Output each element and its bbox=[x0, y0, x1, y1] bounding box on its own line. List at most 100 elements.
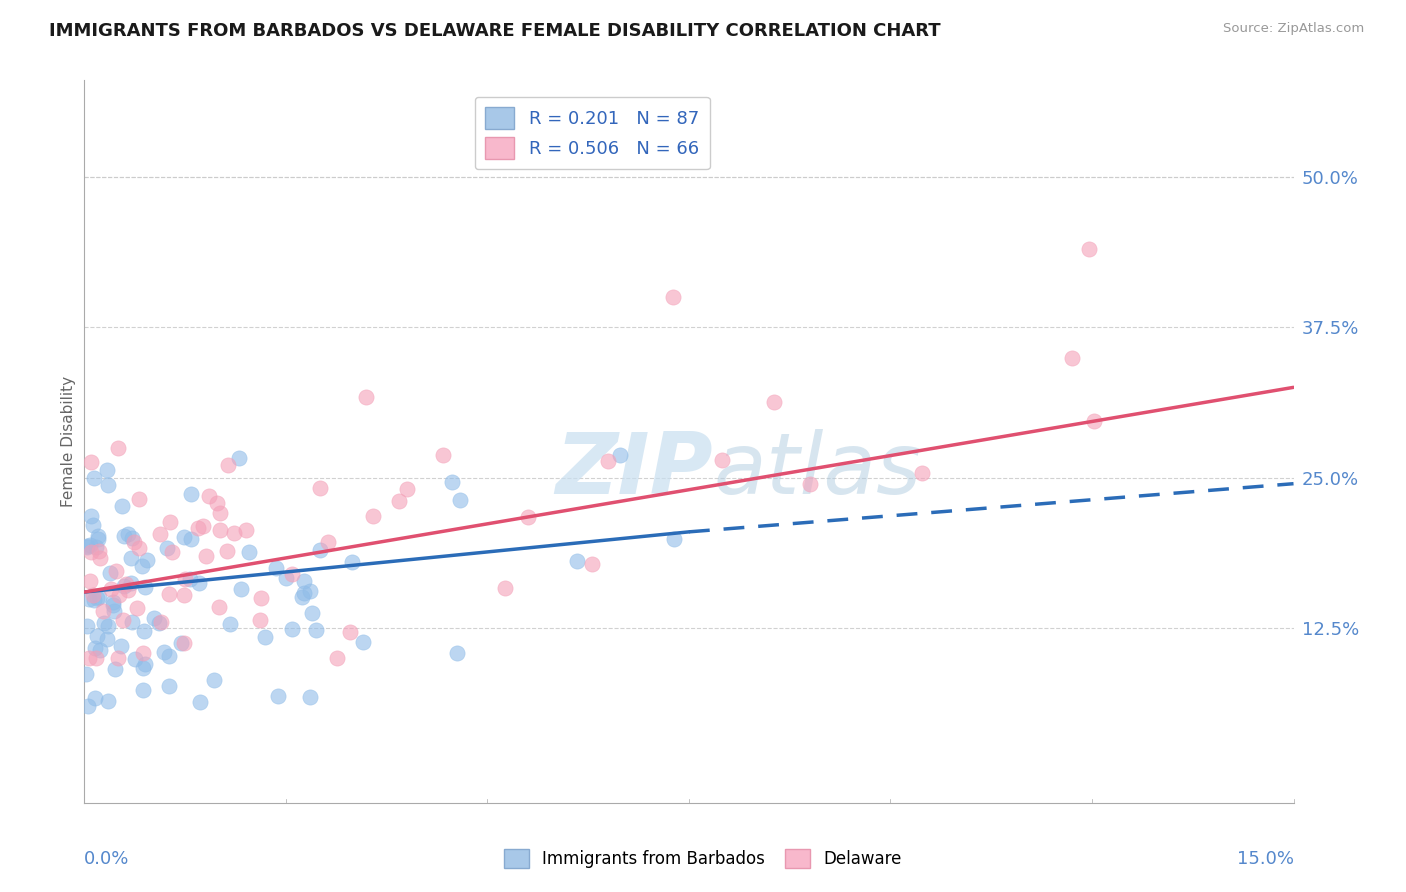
Point bbox=[86, 541, 108, 555]
Point bbox=[352, 634, 374, 648]
Point bbox=[86, 629, 108, 643]
Point bbox=[135, 553, 157, 567]
Point bbox=[111, 500, 134, 514]
Point bbox=[446, 646, 468, 660]
Point bbox=[305, 623, 328, 637]
Point bbox=[281, 622, 304, 636]
Point bbox=[128, 492, 150, 507]
Point bbox=[662, 532, 685, 546]
Point bbox=[440, 475, 463, 490]
Point bbox=[75, 667, 97, 681]
Point bbox=[89, 642, 111, 657]
Point bbox=[100, 582, 122, 596]
Point bbox=[84, 651, 107, 665]
Point bbox=[1083, 414, 1105, 428]
Point bbox=[98, 566, 121, 581]
Point bbox=[1062, 351, 1084, 366]
Point bbox=[124, 651, 146, 665]
Point bbox=[197, 489, 219, 503]
Point bbox=[361, 508, 384, 523]
Point bbox=[264, 560, 287, 574]
Point bbox=[432, 448, 454, 462]
Point bbox=[207, 496, 229, 510]
Point bbox=[89, 551, 111, 566]
Point bbox=[107, 441, 129, 455]
Point bbox=[97, 694, 120, 708]
Point bbox=[187, 576, 209, 591]
Point bbox=[609, 449, 631, 463]
Point bbox=[76, 540, 98, 554]
Point bbox=[292, 574, 315, 588]
Point bbox=[1077, 242, 1099, 256]
Point bbox=[112, 529, 135, 543]
Point bbox=[249, 613, 271, 627]
Text: 0.0%: 0.0% bbox=[84, 850, 129, 868]
Point bbox=[79, 539, 101, 553]
Point bbox=[77, 651, 100, 665]
Point bbox=[107, 651, 129, 665]
Point bbox=[202, 673, 225, 688]
Point bbox=[84, 641, 107, 656]
Point bbox=[152, 644, 174, 658]
Point bbox=[209, 506, 232, 520]
Point bbox=[117, 583, 139, 598]
Point bbox=[134, 657, 156, 671]
Point bbox=[157, 648, 180, 663]
Point bbox=[169, 636, 191, 650]
Point bbox=[218, 617, 240, 632]
Point bbox=[157, 587, 180, 601]
Point bbox=[217, 458, 239, 472]
Point bbox=[516, 510, 538, 524]
Text: Source: ZipAtlas.com: Source: ZipAtlas.com bbox=[1223, 22, 1364, 36]
Legend: Immigrants from Barbados, Delaware: Immigrants from Barbados, Delaware bbox=[498, 843, 908, 875]
Point bbox=[101, 598, 124, 612]
Point bbox=[80, 545, 103, 559]
Text: IMMIGRANTS FROM BARBADOS VS DELAWARE FEMALE DISABILITY CORRELATION CHART: IMMIGRANTS FROM BARBADOS VS DELAWARE FEM… bbox=[49, 22, 941, 40]
Point bbox=[120, 551, 142, 566]
Point bbox=[180, 487, 202, 501]
Text: ZIP: ZIP bbox=[555, 429, 713, 512]
Point bbox=[326, 651, 349, 665]
Point bbox=[449, 492, 471, 507]
Point bbox=[281, 566, 304, 581]
Point bbox=[217, 544, 239, 558]
Y-axis label: Female Disability: Female Disability bbox=[60, 376, 76, 508]
Point bbox=[82, 588, 104, 602]
Point bbox=[132, 661, 155, 675]
Point bbox=[292, 586, 315, 600]
Point bbox=[91, 604, 114, 618]
Point bbox=[235, 523, 257, 537]
Point bbox=[108, 588, 131, 602]
Point bbox=[87, 590, 110, 604]
Point bbox=[395, 483, 418, 497]
Point bbox=[298, 583, 321, 598]
Point bbox=[97, 619, 120, 633]
Point bbox=[191, 518, 214, 533]
Point bbox=[97, 478, 120, 492]
Point bbox=[110, 639, 132, 653]
Point bbox=[388, 494, 411, 508]
Point bbox=[82, 518, 104, 533]
Point bbox=[101, 595, 124, 609]
Point bbox=[173, 530, 195, 544]
Point bbox=[86, 591, 108, 605]
Point bbox=[80, 508, 103, 523]
Point bbox=[228, 450, 250, 465]
Point bbox=[159, 516, 181, 530]
Point bbox=[356, 390, 378, 404]
Point bbox=[711, 452, 734, 467]
Point bbox=[128, 541, 150, 555]
Point bbox=[121, 532, 143, 546]
Point bbox=[494, 581, 516, 595]
Point bbox=[180, 532, 202, 546]
Point bbox=[104, 661, 127, 675]
Point bbox=[127, 601, 149, 615]
Point bbox=[156, 541, 179, 556]
Point bbox=[208, 599, 231, 614]
Point bbox=[581, 557, 603, 571]
Point bbox=[299, 690, 322, 704]
Point bbox=[83, 471, 105, 485]
Point bbox=[93, 615, 115, 630]
Point bbox=[149, 615, 172, 629]
Point bbox=[567, 554, 589, 568]
